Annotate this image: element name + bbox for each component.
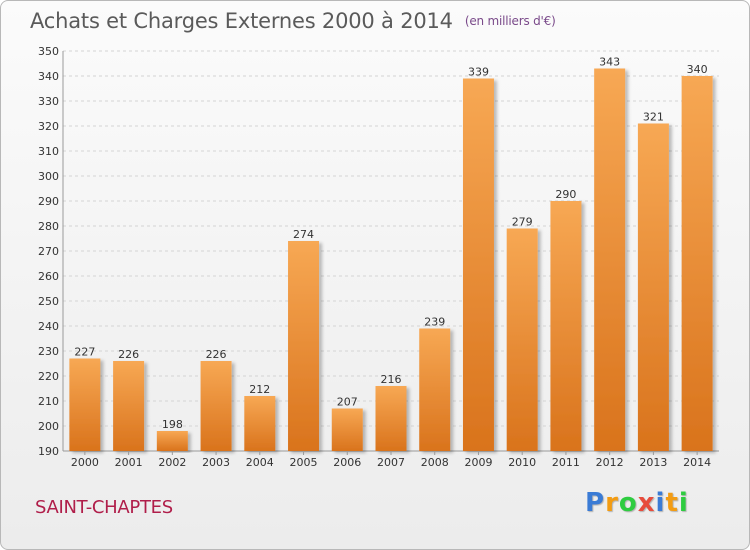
y-tick-label: 300 — [38, 170, 59, 183]
bar — [200, 361, 232, 451]
logo-letter: r — [605, 488, 619, 518]
bar — [637, 123, 669, 451]
x-tick-label: 2002 — [158, 456, 186, 469]
y-tick-label: 290 — [38, 195, 59, 208]
y-tick-label: 240 — [38, 320, 59, 333]
bar — [550, 201, 582, 451]
bar — [288, 241, 320, 451]
y-tick-label: 200 — [38, 420, 59, 433]
bar — [506, 228, 538, 451]
y-tick-label: 230 — [38, 345, 59, 358]
x-tick-label: 2006 — [333, 456, 361, 469]
y-tick-label: 350 — [38, 45, 59, 58]
bar — [331, 408, 363, 451]
data-label: 227 — [74, 346, 95, 359]
logo-letter: o — [618, 488, 638, 518]
y-tick-label: 260 — [38, 270, 59, 283]
logo-letter: i — [678, 488, 689, 518]
bar — [113, 361, 145, 451]
y-tick-label: 190 — [38, 445, 59, 458]
bar — [375, 386, 407, 451]
x-tick-label: 2007 — [377, 456, 405, 469]
data-label: 216 — [381, 373, 402, 386]
logo-letter: t — [665, 488, 679, 518]
x-tick-label: 2003 — [202, 456, 230, 469]
x-tick-label: 2013 — [639, 456, 667, 469]
bar — [156, 431, 188, 451]
y-tick-label: 270 — [38, 245, 59, 258]
bar — [681, 76, 713, 451]
data-label: 339 — [468, 66, 489, 79]
bar — [462, 78, 494, 451]
y-tick-label: 210 — [38, 395, 59, 408]
data-label: 239 — [424, 316, 445, 329]
y-tick-label: 340 — [38, 70, 59, 83]
data-label: 226 — [118, 348, 139, 361]
logo-letter: P — [585, 488, 606, 518]
data-label: 207 — [337, 396, 358, 409]
data-label: 212 — [249, 383, 270, 396]
bar — [594, 68, 626, 451]
data-label: 279 — [512, 216, 533, 229]
commune-name: SAINT-CHAPTES — [35, 497, 173, 518]
data-label: 226 — [206, 348, 227, 361]
y-tick-label: 310 — [38, 145, 59, 158]
chart-unit: (en milliers d'€) — [464, 14, 556, 28]
x-tick-label: 2000 — [71, 456, 99, 469]
proxiti-logo: Proxiti — [585, 488, 689, 518]
data-label: 290 — [555, 188, 576, 201]
data-label: 340 — [687, 63, 708, 76]
x-tick-label: 2005 — [290, 456, 318, 469]
x-tick-label: 2012 — [596, 456, 624, 469]
bar — [419, 328, 451, 451]
logo-letter: i — [655, 488, 666, 518]
chart-title: Achats et Charges Externes 2000 à 2014 (e… — [30, 9, 556, 33]
x-tick-label: 2008 — [421, 456, 449, 469]
data-label: 198 — [162, 418, 183, 431]
bar — [69, 358, 101, 451]
y-tick-label: 220 — [38, 370, 59, 383]
x-tick-label: 2001 — [115, 456, 143, 469]
bar — [244, 396, 276, 451]
data-label: 274 — [293, 228, 314, 241]
data-label: 321 — [643, 111, 664, 124]
x-tick-label: 2009 — [464, 456, 492, 469]
x-tick-label: 2010 — [508, 456, 536, 469]
chart-title-text: Achats et Charges Externes 2000 à 2014 — [30, 9, 453, 33]
x-tick-label: 2004 — [246, 456, 274, 469]
y-tick-label: 280 — [38, 220, 59, 233]
x-tick-label: 2014 — [683, 456, 711, 469]
x-tick-label: 2011 — [552, 456, 580, 469]
y-tick-label: 250 — [38, 295, 59, 308]
logo-letter: x — [637, 488, 656, 518]
y-tick-label: 330 — [38, 95, 59, 108]
data-label: 343 — [599, 56, 620, 69]
y-tick-label: 320 — [38, 120, 59, 133]
